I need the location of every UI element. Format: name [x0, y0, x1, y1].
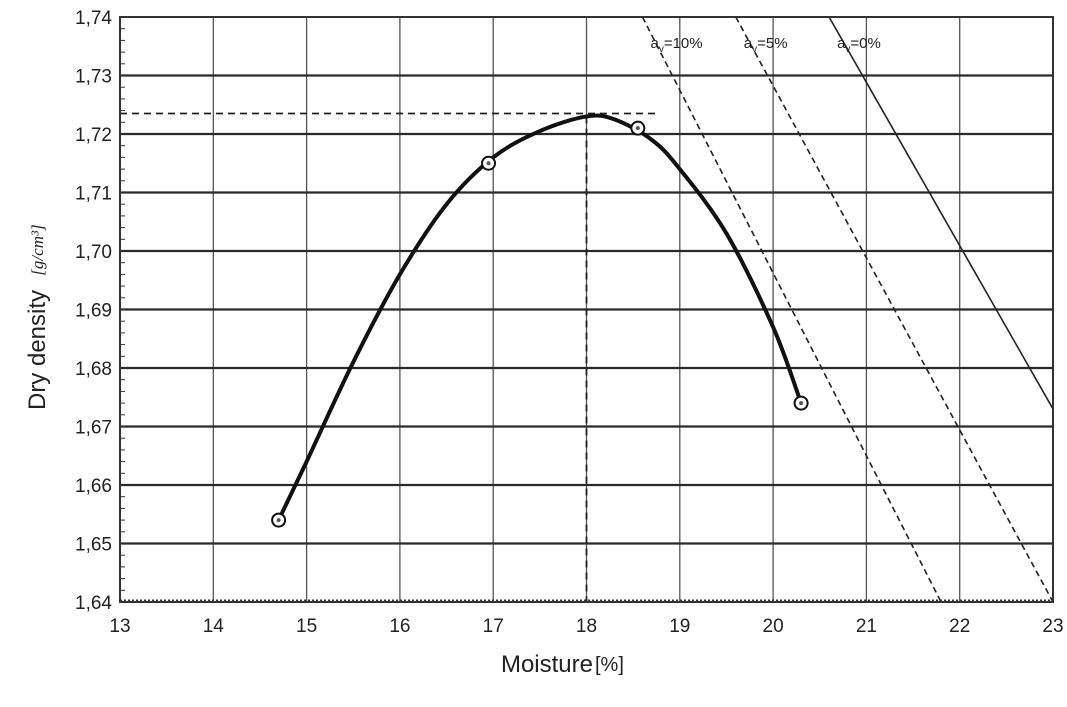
y-axis-title-group: Dry density [g/cm³] [24, 224, 51, 410]
saturation-line-label: av=5% [744, 35, 788, 55]
x-tick-label: 21 [856, 616, 877, 637]
y-tick-label: 1,74 [75, 8, 112, 29]
y-tick-label: 1,71 [75, 184, 112, 205]
y-tick-labels: 1,64 1,65 1,66 1,67 1,68 1,69 1,70 1,71 1,72 1,73… [75, 8, 112, 614]
x-tick-label: 22 [949, 616, 970, 637]
x-axis-title: Moisture [501, 651, 593, 678]
data-point-marker-center [276, 518, 281, 523]
compaction-curve-path [276, 113, 804, 523]
y-tick-label: 1,73 [75, 67, 112, 88]
x-tick-label: 16 [389, 616, 410, 637]
data-point-marker-center [799, 401, 804, 406]
x-axis-unit: [%] [595, 654, 624, 676]
y-tick-label: 1,69 [75, 301, 112, 322]
x-tick-label: 17 [483, 616, 504, 637]
saturation-lines: av=10% av=5% av=0% [641, 16, 1054, 603]
saturation-line [828, 16, 1054, 410]
reference-lines [120, 112, 657, 602]
plot-frame [119, 16, 1054, 603]
data-point-marker-center [635, 126, 640, 131]
x-tick-label: 20 [763, 616, 784, 637]
y-tick-label: 1,67 [75, 418, 112, 439]
x-tick-label: 15 [296, 616, 317, 637]
data-markers [271, 120, 809, 528]
y-tick-label: 1,72 [75, 125, 112, 146]
y-tick-label: 1,68 [75, 359, 112, 380]
data-point-marker-center [486, 161, 491, 166]
compaction-curve [276, 113, 804, 523]
saturation-line-label: av=0% [837, 35, 881, 55]
x-tick-label: 23 [1042, 616, 1063, 637]
saturation-line-label: av=10% [650, 35, 702, 55]
y-tick-label: 1,70 [75, 242, 112, 263]
y-axis-unit: [g/cm³] [28, 224, 47, 275]
x-tick-label: 14 [203, 616, 225, 637]
x-tick-labels: 13 14 15 16 17 18 19 20 21 22 23 [109, 616, 1063, 637]
x-tick-label: 18 [576, 616, 597, 637]
y-axis-title: Dry density [24, 290, 51, 410]
y-tick-label: 1,65 [75, 535, 112, 556]
y-tick-label: 1,66 [75, 476, 112, 497]
y-tick-label: 1,64 [75, 593, 112, 614]
x-tick-label: 19 [669, 616, 690, 637]
saturation-line [735, 16, 1054, 603]
x-tick-label: 13 [109, 616, 130, 637]
